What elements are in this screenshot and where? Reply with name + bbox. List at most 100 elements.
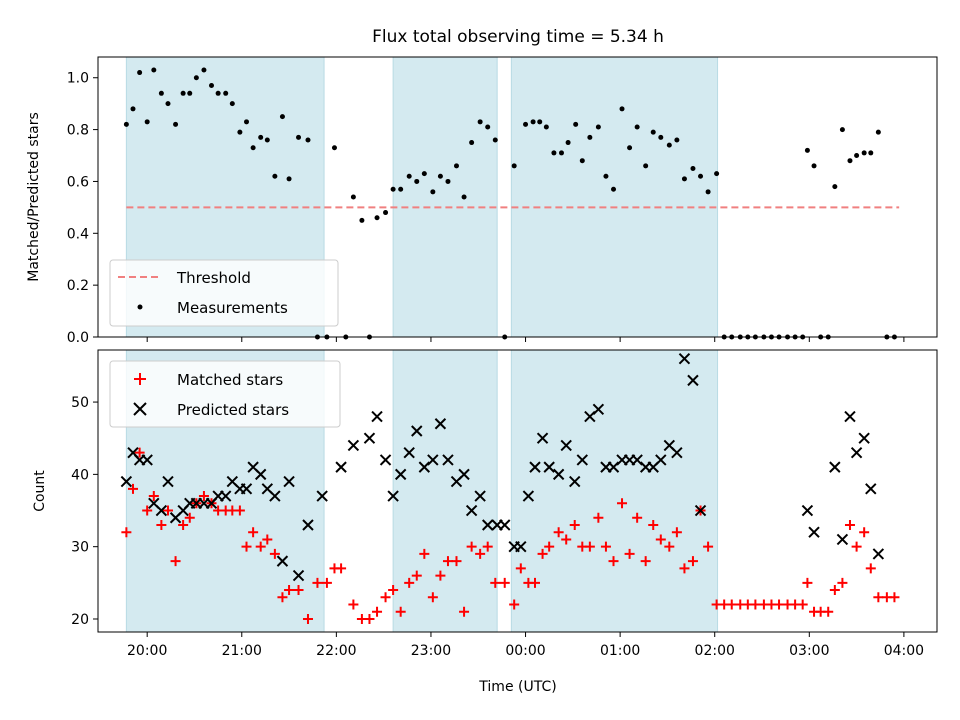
measurement-point: [650, 129, 656, 135]
measurement-point: [406, 173, 412, 179]
matched-point: [865, 563, 876, 574]
measurement-point: [445, 178, 451, 184]
measurement-point: [437, 173, 443, 179]
measurement-point: [187, 90, 193, 96]
matched-point: [178, 519, 189, 530]
matched-point: [537, 548, 548, 559]
measurement-point: [551, 150, 557, 156]
matched-point: [262, 534, 273, 545]
matched-point: [617, 498, 628, 509]
matched-point: [435, 570, 446, 581]
matched-stars-series: [121, 447, 900, 624]
shaded-span: [392, 56, 498, 338]
matched-point: [184, 512, 195, 523]
top-y-axis: 0.0 0.2 0.4 0.6 0.8 1.0: [67, 71, 98, 346]
measurement-point: [611, 186, 617, 192]
measurement-point: [201, 67, 207, 73]
predicted-point: [141, 454, 153, 466]
matched-point: [170, 556, 181, 567]
top-legend-box: [109, 259, 339, 327]
measurement-point: [359, 217, 365, 223]
matched-point: [482, 541, 493, 552]
measurement-point: [223, 90, 229, 96]
matched-point: [442, 556, 453, 567]
y-tick-label: 0.6: [67, 174, 89, 190]
chart-title: Flux total observing time = 5.34 h: [372, 27, 664, 47]
matched-point: [277, 592, 288, 603]
matched-point: [844, 519, 855, 530]
matched-point: [664, 541, 675, 552]
matched-point: [475, 548, 486, 559]
measurement-point: [173, 121, 179, 127]
measurement-point: [374, 215, 380, 221]
x-tick-label: 22:00: [316, 643, 356, 659]
measurement-point: [158, 90, 164, 96]
predicted-point: [515, 540, 527, 553]
matched-point: [529, 577, 540, 588]
matched-point: [608, 556, 619, 567]
measurement-point: [469, 140, 475, 146]
predicted-point: [371, 410, 383, 423]
measurement-point: [390, 186, 396, 192]
matched-point: [726, 599, 737, 610]
measurement-point: [180, 90, 186, 96]
predicted-point: [347, 439, 360, 452]
matched-point: [515, 563, 526, 574]
predicted-point: [808, 526, 820, 538]
predicted-point: [276, 555, 289, 567]
bottom-y-label: Count: [32, 470, 48, 512]
predicted-point: [529, 461, 541, 473]
matched-point: [388, 585, 399, 596]
measurement-point: [229, 101, 235, 107]
predicted-point: [442, 454, 454, 466]
measurement-point: [565, 140, 571, 146]
predicted-point: [560, 439, 572, 452]
matched-point: [640, 556, 651, 567]
matched-point: [364, 613, 375, 624]
bottom-legend-box: [109, 360, 341, 428]
measurement-point: [258, 134, 264, 140]
top-legend: Threshold Measurements: [109, 259, 339, 327]
measurement-point: [193, 75, 199, 81]
measurement-point: [331, 145, 337, 151]
predicted-point: [543, 461, 555, 473]
predicted-point: [363, 432, 376, 444]
measurement-point: [861, 150, 867, 156]
matched-point: [411, 570, 422, 581]
measurement-point: [643, 163, 649, 169]
measurement-point: [804, 147, 810, 153]
y-tick-label: 0.0: [67, 330, 89, 346]
shaded-span: [392, 349, 498, 633]
predicted-point: [465, 504, 478, 517]
matched-point: [889, 592, 900, 603]
measurement-point: [579, 158, 585, 164]
legend-measurements-label: Measurements: [177, 299, 288, 317]
bottom-axes-frame: [97, 349, 938, 633]
measurement-point: [250, 145, 256, 151]
matched-point: [632, 512, 643, 523]
matched-point: [198, 491, 209, 502]
measurement-point: [264, 137, 270, 143]
measurement-point: [144, 119, 150, 125]
matched-point: [142, 505, 153, 516]
predicted-point: [858, 432, 870, 444]
matched-point: [873, 592, 884, 603]
predicted-point: [801, 504, 814, 517]
matched-point: [624, 548, 635, 559]
predicted-point: [481, 519, 494, 531]
measurement-point: [237, 129, 243, 135]
measurement-point: [530, 119, 536, 125]
matched-point: [134, 447, 145, 458]
measurement-point: [868, 150, 874, 156]
counts-panel: 20 30 40 50 20:00 21:00 22:00 23:00 00:00 01:00 0…: [32, 349, 938, 695]
measurement-point: [244, 119, 250, 125]
matched-point: [234, 505, 245, 516]
predicted-point: [219, 490, 232, 502]
shaded-span: [510, 349, 719, 633]
measurements-series: [123, 67, 897, 340]
predicted-point: [844, 410, 856, 423]
y-tick-label: 0.2: [67, 278, 89, 294]
matched-point: [148, 491, 159, 502]
measurement-point: [492, 137, 498, 143]
matched-point: [561, 534, 572, 545]
